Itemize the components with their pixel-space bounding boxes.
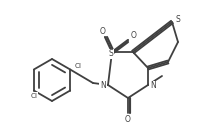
Text: O: O bbox=[125, 115, 131, 124]
Text: S: S bbox=[176, 14, 180, 23]
Text: Cl: Cl bbox=[30, 92, 37, 99]
Text: O: O bbox=[131, 30, 137, 39]
Text: S: S bbox=[109, 50, 113, 59]
Text: O: O bbox=[100, 27, 106, 36]
Text: N: N bbox=[150, 82, 156, 91]
Text: Cl: Cl bbox=[75, 63, 82, 68]
Text: N: N bbox=[100, 82, 106, 91]
